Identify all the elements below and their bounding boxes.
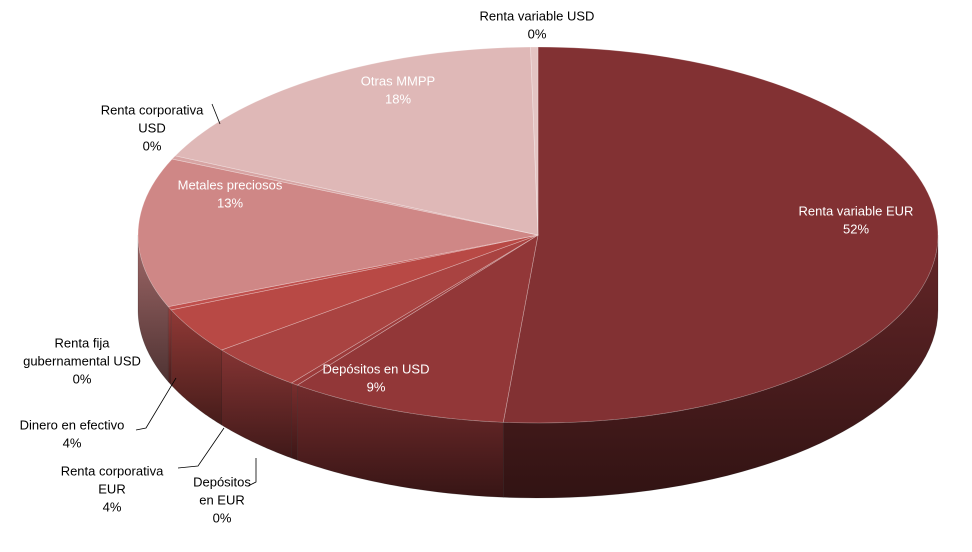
- leader-line-4: [135, 377, 177, 431]
- slice-name-label: en EUR: [199, 492, 245, 507]
- leader-line-2: [247, 458, 257, 487]
- slice-name-label: Metales preciosos: [178, 177, 283, 192]
- slice-name-label: Renta variable USD: [480, 8, 595, 23]
- slice-side-5: [167, 305, 172, 386]
- slice-9: [530, 46, 539, 236]
- slice-name-label: Renta corporativa: [101, 102, 204, 117]
- slice-name-label: Depósitos: [193, 474, 251, 489]
- slice-value-label: 9%: [367, 379, 386, 394]
- slice-name-label: USD: [138, 120, 165, 135]
- slice-side-2: [291, 382, 298, 461]
- leader-lines: [135, 103, 257, 487]
- slice-value-label: 13%: [217, 195, 243, 210]
- slice-value-label: 18%: [385, 91, 411, 106]
- pie-sides: [137, 234, 939, 499]
- slice-name-label: Depósitos en USD: [323, 361, 430, 376]
- slice-8: [174, 46, 539, 236]
- pie-tops: [137, 46, 939, 424]
- slice-0: [502, 46, 939, 424]
- slice-value-label: 0%: [73, 371, 92, 386]
- slice-name-label: Renta corporativa: [61, 463, 164, 478]
- slice-name-label: EUR: [98, 481, 125, 496]
- slice-value-label: 52%: [843, 221, 869, 236]
- slice-name-label: Renta fija: [55, 335, 111, 350]
- slice-name-label: Otras MMPP: [361, 73, 435, 88]
- slice-3: [220, 234, 539, 384]
- slice-side-6: [137, 234, 169, 383]
- leader-line-7: [211, 103, 221, 125]
- slice-value-label: 0%: [143, 138, 162, 153]
- slice-4: [170, 234, 539, 351]
- slice-value-label: 0%: [528, 26, 547, 41]
- slice-value-label: 4%: [103, 499, 122, 514]
- slice-name-label: Dinero en efectivo: [20, 417, 125, 432]
- slice-value-label: 0%: [213, 510, 232, 525]
- slice-1: [296, 234, 539, 423]
- slice-6: [137, 158, 539, 308]
- slice-name-label: gubernamental USD: [23, 353, 141, 368]
- slice-labels: Renta variable EUR 52% Depósitos en USD 9% D…: [20, 8, 914, 525]
- slice-name-label: Renta variable EUR: [799, 203, 914, 218]
- slice-value-label: 4%: [63, 435, 82, 450]
- leader-line-3: [177, 427, 225, 469]
